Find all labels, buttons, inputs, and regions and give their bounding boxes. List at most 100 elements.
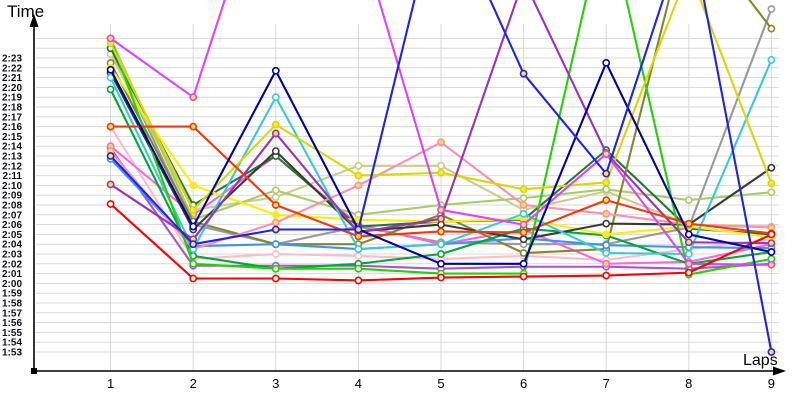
y-axis-arrow-icon xyxy=(29,14,39,27)
y-tick-label: 1:59 xyxy=(2,289,22,300)
series-orange-red-marker xyxy=(354,232,363,241)
y-tick-label: 2:10 xyxy=(2,181,22,192)
series-sky-blue-marker xyxy=(271,240,280,249)
y-axis-title: Time xyxy=(7,2,45,21)
series-green-marker xyxy=(106,85,115,94)
y-tick-label: 2:00 xyxy=(2,279,22,290)
y-tick-label: 2:18 xyxy=(2,103,22,114)
x-tick-label: 5 xyxy=(437,376,444,391)
y-tick-label: 1:56 xyxy=(2,318,22,329)
y-tick-label: 1:58 xyxy=(2,299,22,310)
series-red-marker xyxy=(684,268,693,277)
series-cyan-marker xyxy=(354,245,363,253)
y-tick-label: 2:03 xyxy=(2,250,22,261)
series-cyan-marker xyxy=(271,93,280,102)
series-gray-marker xyxy=(767,5,776,13)
series-violet-marker xyxy=(519,220,528,229)
series-orange-red-marker xyxy=(519,228,528,237)
series-purple-marker xyxy=(684,238,693,247)
series-red-marker xyxy=(106,200,115,208)
y-tick-label: 2:11 xyxy=(3,171,23,182)
series-purple-marker xyxy=(767,239,776,248)
series-red-marker xyxy=(767,230,776,239)
series-khaki-marker xyxy=(354,161,363,170)
y-tick-label: 2:15 xyxy=(2,132,22,143)
series-pale-green-marker xyxy=(767,188,776,197)
series-navy-marker xyxy=(602,59,611,67)
series-purple-marker xyxy=(271,129,280,138)
series-olive-marker xyxy=(519,249,528,257)
series-violet-marker xyxy=(106,34,115,43)
series-red-marker xyxy=(271,274,280,283)
y-tick-label: 2:08 xyxy=(2,201,22,212)
series-red-marker xyxy=(519,272,528,281)
series-bright-green-marker xyxy=(189,259,198,268)
series-cyan-marker xyxy=(684,250,693,258)
x-tick-label: 9 xyxy=(768,376,775,391)
series-magenta-marker xyxy=(602,259,611,268)
series-green-marker xyxy=(437,250,445,258)
y-tick-label: 1:57 xyxy=(2,308,22,319)
series-red-marker xyxy=(354,276,363,285)
y-tick-label: 2:16 xyxy=(2,122,22,133)
x-tick-label: 2 xyxy=(190,376,197,391)
series-cyan-marker xyxy=(767,56,776,64)
series-light-pink-marker xyxy=(354,252,363,260)
series-yellow-marker xyxy=(767,179,776,188)
series-pink-marker xyxy=(271,218,280,227)
series-blue-marker xyxy=(354,225,363,234)
x-tick-label: 6 xyxy=(520,376,527,391)
axis-origin-marker xyxy=(31,368,37,374)
series-yellow-marker xyxy=(271,120,280,129)
series-blue-marker xyxy=(189,240,198,249)
series-violet-marker xyxy=(684,259,693,268)
y-tick-label: 2:19 xyxy=(2,93,22,104)
series-blue-marker xyxy=(106,152,115,160)
y-tick-label: 2:12 xyxy=(2,161,22,172)
y-tick-label: 1:53 xyxy=(2,348,22,359)
series-navy-marker xyxy=(189,222,198,231)
series-bright-green-marker xyxy=(354,264,363,273)
series-pink-marker xyxy=(602,209,611,218)
y-tick-label: 2:05 xyxy=(2,230,22,241)
series-violet-marker xyxy=(189,93,198,102)
series-khaki-marker xyxy=(271,193,280,202)
series-red-marker xyxy=(437,273,445,282)
series-yellow-marker xyxy=(354,171,363,180)
series-navy-marker xyxy=(106,65,115,74)
series-pale-green-marker xyxy=(602,185,611,194)
y-tick-label: 2:20 xyxy=(2,83,22,94)
x-axis-arrow-icon xyxy=(773,366,786,376)
series-sky-blue-marker xyxy=(602,241,611,250)
series-bright-yellow-marker xyxy=(189,181,198,190)
series-blue-marker xyxy=(271,225,280,234)
series-navy-marker xyxy=(519,259,528,268)
series-cyan-marker xyxy=(602,249,611,257)
y-tick-label: 2:01 xyxy=(2,269,22,280)
series-bright-yellow-marker xyxy=(271,210,280,219)
series-cyan-marker xyxy=(437,240,445,249)
series-navy-marker xyxy=(437,259,445,268)
series-yellow-marker xyxy=(602,178,611,187)
series-pale-green-marker xyxy=(519,194,528,203)
series-orange-red-marker xyxy=(106,122,115,131)
series-cyan-marker xyxy=(519,209,528,218)
series-navy-marker xyxy=(271,66,280,75)
y-tick-label: 2:09 xyxy=(2,191,22,202)
y-tick-label: 2:02 xyxy=(2,259,22,270)
series-black-marker xyxy=(271,147,280,155)
y-tick-label: 1:55 xyxy=(2,328,22,339)
x-tick-label: 3 xyxy=(272,376,279,391)
series-orange-red-marker xyxy=(684,219,693,228)
series-blue-marker xyxy=(767,348,776,356)
x-tick-label: 7 xyxy=(603,376,610,391)
series-yellow-marker xyxy=(519,185,528,194)
series-yellow-marker xyxy=(437,168,445,177)
series-bright-yellow-marker xyxy=(602,230,611,239)
y-tick-label: 2:22 xyxy=(2,63,22,74)
series-red-marker xyxy=(189,274,198,283)
series-olive-marker xyxy=(767,24,776,33)
series-navy-marker xyxy=(684,230,693,239)
series-black-marker xyxy=(519,235,528,244)
